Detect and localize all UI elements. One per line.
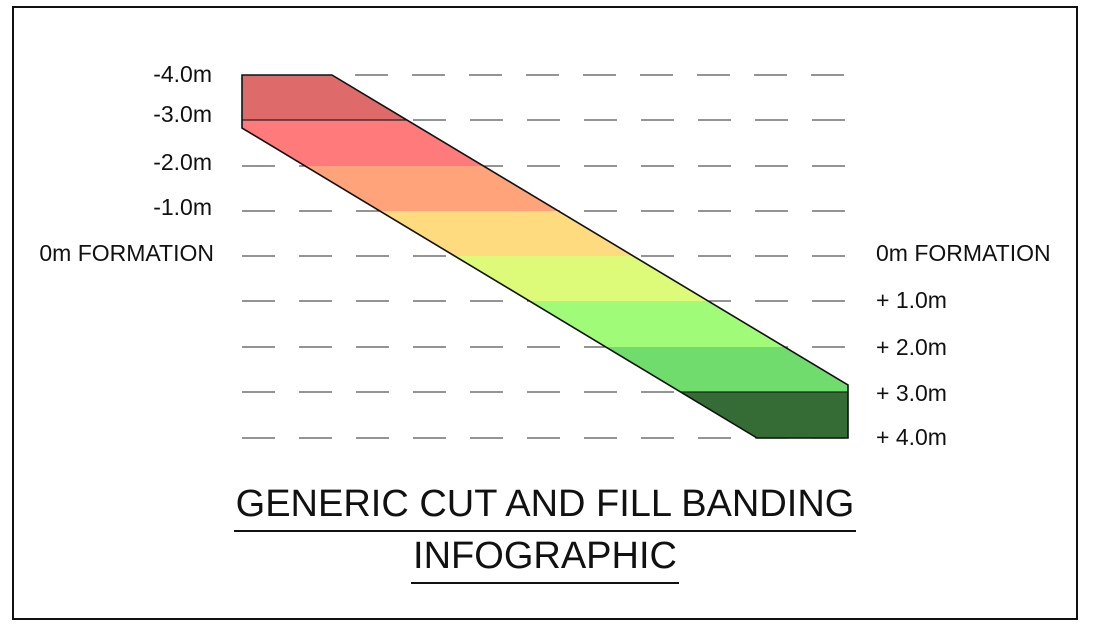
diagram-frame [12, 6, 1078, 620]
band-minus-1-to-formation [242, 211, 848, 256]
band-plus-1-to-plus-2 [242, 301, 848, 347]
cut-fill-outline [241, 74, 849, 439]
right-label-plus-2: + 2.0m [876, 334, 947, 360]
right-label-plus-1: + 1.0m [876, 287, 947, 313]
title-line-2: INFOGRAPHIC [411, 532, 679, 584]
right-label-plus-3: + 3.0m [876, 380, 947, 406]
band-formation-to-plus-1 [242, 256, 848, 301]
left-label-minus-3: -3.0m [153, 101, 212, 127]
right-labels: 0m FORMATION + 1.0m + 2.0m + 3.0m + 4.0m [876, 240, 1051, 450]
right-label-formation: 0m FORMATION [876, 240, 1051, 266]
band-plus-2-to-plus-3 [242, 347, 848, 392]
title-line-1: GENERIC CUT AND FILL BANDING [233, 480, 857, 532]
band-minus-2-to-minus-1 [242, 166, 848, 211]
right-label-plus-4: + 4.0m [876, 424, 947, 450]
left-labels: -4.0m -3.0m -2.0m -1.0m 0m FORMATION [39, 61, 214, 266]
band-minus-3-to-minus-2 [242, 120, 848, 166]
title-block: GENERIC CUT AND FILL BANDING INFOGRAPHIC [200, 480, 890, 584]
left-label-formation: 0m FORMATION [39, 240, 214, 266]
band-minus-4-to-minus-3 [242, 75, 848, 120]
left-label-minus-1: -1.0m [153, 194, 212, 220]
left-label-minus-4: -4.0m [153, 61, 212, 87]
band-plus-3-to-plus-4 [242, 392, 848, 438]
left-label-minus-2: -2.0m [153, 149, 212, 175]
